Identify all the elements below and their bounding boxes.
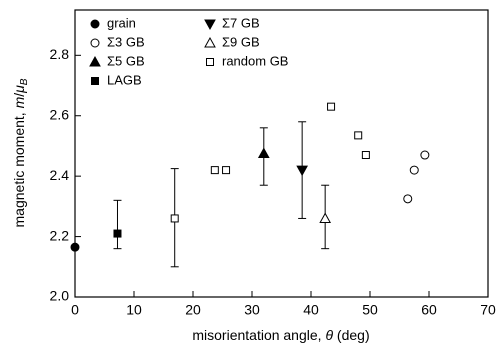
legend-label: random GB	[222, 53, 288, 68]
y-tick-label: 2.0	[50, 288, 70, 304]
legend-label: LAGB	[107, 72, 142, 87]
point	[319, 212, 332, 223]
plot-frame	[74, 9, 489, 298]
x-tick-label: 60	[421, 302, 437, 318]
x-tick-label: 20	[185, 302, 201, 318]
point	[113, 229, 122, 238]
legend-label: Σ5 GB	[107, 53, 145, 68]
point	[170, 214, 179, 223]
legend-label: Σ9 GB	[222, 34, 260, 49]
legend-marker	[89, 55, 101, 67]
legend-label: Σ3 GB	[107, 34, 145, 49]
legend-label: grain	[107, 15, 136, 30]
y-tick-label: 2.6	[50, 106, 70, 122]
legend-label: Σ7 GB	[222, 15, 260, 30]
point	[327, 102, 336, 111]
x-tick-label: 40	[303, 302, 319, 318]
y-tick-label: 2.4	[50, 167, 70, 183]
legend-marker	[91, 77, 99, 85]
x-axis-label: misorientation angle, θ (deg)	[192, 327, 369, 343]
point	[296, 165, 308, 177]
point	[409, 165, 419, 175]
x-tick-label: 30	[244, 302, 260, 318]
x-tick-label: 70	[480, 302, 496, 318]
point	[354, 131, 363, 140]
x-tick-label: 0	[71, 302, 79, 318]
point	[257, 147, 270, 158]
y-tick-label: 2.2	[50, 227, 70, 243]
point	[210, 166, 219, 175]
y-tick-label: 2.8	[50, 46, 70, 62]
x-tick-label: 50	[362, 302, 378, 318]
y-axis-label: magnetic moment, m/μB	[11, 78, 30, 227]
legend-marker	[90, 38, 100, 48]
x-tick-label: 10	[126, 302, 142, 318]
legend-marker	[206, 58, 214, 66]
legend-marker	[204, 19, 216, 31]
legend-marker	[204, 36, 216, 48]
point	[403, 194, 413, 204]
point	[222, 166, 231, 175]
point	[70, 242, 80, 252]
point	[420, 150, 430, 160]
legend-marker	[90, 19, 100, 29]
point	[361, 151, 370, 160]
